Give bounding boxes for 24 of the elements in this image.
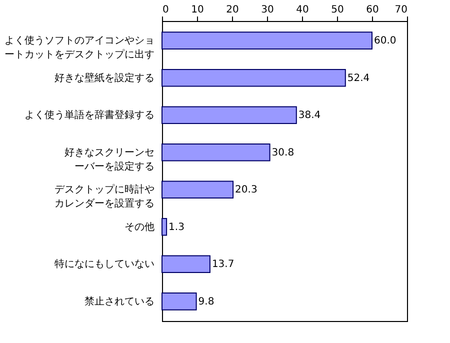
y-tick-label: 特になにもしていない [54,258,154,270]
x-tick-label: 60 [366,4,379,16]
data-label: 13.7 [212,259,234,270]
x-tick-label: 30 [261,4,274,16]
data-label: 60.0 [374,36,396,47]
y-tick-label: 禁止されている [84,295,154,308]
x-tick-label: 40 [296,4,309,16]
data-label: 9.8 [198,296,214,308]
x-tick-label: 50 [331,4,344,16]
y-tick-label: 好きなスクリーンセーバーを設定する [64,147,154,172]
x-tick-label: 70 [394,4,408,16]
data-label: 38.4 [298,110,321,122]
x-tick-label: 20 [226,4,239,16]
y-tick-label: その他 [124,220,154,233]
y-tick-label: よく使うソフトのアイコンやショートカットをデスクトップに出す [4,36,154,61]
data-label: 1.3 [168,222,184,233]
data-label: 30.8 [272,147,294,158]
x-tick-label: 10 [191,4,204,16]
data-label: 52.4 [347,72,370,84]
y-tick-label: よく使う単語を辞書登録する [24,109,154,122]
y-tick-label: 好きな壁紙を設定する [54,72,154,84]
data-label: 20.3 [235,184,258,196]
x-tick-label: 0 [162,4,169,16]
y-tick-label: デスクトップに時計やカレンダーを設置する [54,184,154,210]
